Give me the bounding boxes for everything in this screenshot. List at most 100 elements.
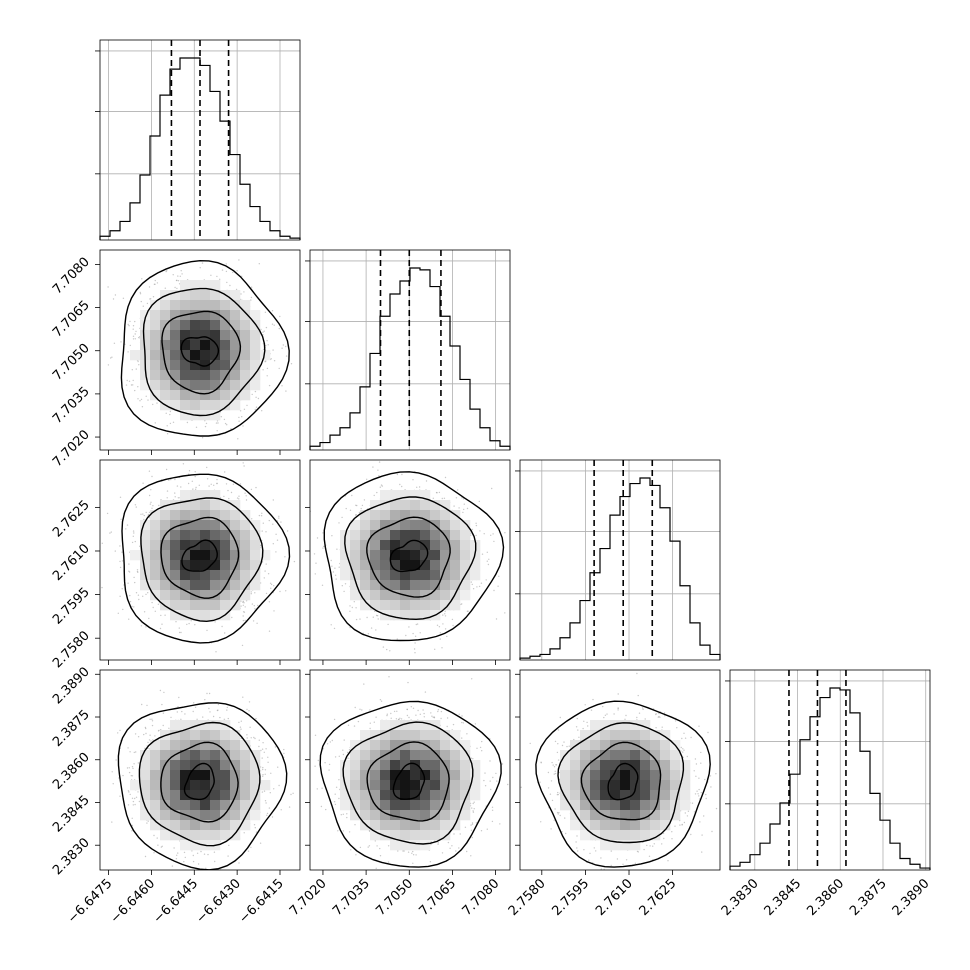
density-cell — [150, 370, 161, 381]
density-cell — [200, 400, 211, 411]
scatter-point — [141, 278, 143, 280]
scatter-point — [156, 402, 158, 404]
scatter-point — [239, 483, 242, 485]
density-cell — [230, 290, 241, 301]
scatter-point — [159, 627, 162, 630]
density-cell — [180, 400, 191, 411]
scatter-point — [251, 393, 253, 396]
scatter-point — [214, 621, 216, 623]
scatter-point — [127, 582, 129, 584]
scatter-point — [114, 550, 116, 552]
scatter-point — [119, 566, 122, 569]
density-grid-2-1 — [130, 280, 271, 421]
density-cell — [150, 360, 161, 371]
density-cell — [160, 370, 171, 381]
scatter-point — [138, 336, 140, 339]
density-cell — [150, 390, 161, 401]
scatter-point — [132, 530, 135, 532]
density-cell — [210, 290, 221, 301]
density-cell — [140, 310, 151, 321]
scatter-point — [243, 602, 245, 604]
density-cell — [230, 380, 241, 391]
density-cell — [250, 340, 261, 351]
scatter-point — [138, 598, 140, 601]
scatter-point — [256, 622, 258, 624]
scatter-point — [210, 274, 212, 276]
scatter-point — [166, 433, 169, 435]
density-cell — [250, 360, 261, 371]
density-cell — [250, 310, 261, 321]
scatter-point — [131, 605, 133, 608]
scatter-point — [216, 275, 218, 278]
scatter-point — [131, 369, 133, 371]
scatter-point — [125, 384, 128, 386]
scatter-point — [194, 471, 196, 473]
scatter-point — [231, 616, 233, 619]
scatter-point — [204, 420, 206, 422]
density-cell — [230, 320, 241, 331]
scatter-point — [129, 594, 131, 597]
histogram-steps-4 — [729, 687, 931, 870]
density-cell — [200, 350, 211, 361]
scatter-point — [157, 603, 160, 605]
scatter-point — [265, 563, 267, 565]
scatter-point — [236, 497, 239, 499]
density-cell — [200, 330, 211, 341]
scatter-point — [221, 269, 224, 271]
scatter-point — [239, 410, 242, 412]
histogram-panel-3 — [515, 459, 721, 661]
scatter-point — [151, 601, 153, 604]
density-cell — [180, 290, 191, 301]
scatter-point — [240, 605, 242, 607]
scatter-point — [275, 533, 277, 535]
scatter-point — [133, 532, 135, 534]
scatter-point — [174, 478, 176, 481]
scatter-point — [221, 625, 223, 628]
scatter-point — [223, 418, 226, 421]
scatter-point — [154, 279, 156, 282]
scatter-point — [158, 504, 160, 507]
scatter-point — [152, 505, 154, 507]
scatter-point — [177, 497, 180, 499]
density-cell — [170, 390, 181, 401]
density-cell — [150, 340, 161, 351]
density-cell — [180, 410, 191, 421]
scatter-point — [147, 592, 149, 594]
scatter-point — [216, 430, 218, 432]
density-panel-3-1 — [95, 459, 301, 665]
density-cell — [230, 340, 241, 351]
density-cell — [210, 400, 221, 411]
scatter-point — [132, 535, 134, 537]
scatter-point — [224, 471, 226, 473]
scatter-point — [194, 475, 196, 478]
scatter-point — [215, 422, 218, 424]
density-cell — [190, 380, 201, 391]
scatter-point — [134, 320, 136, 323]
scatter-point — [198, 484, 200, 486]
scatter-point — [266, 375, 268, 377]
scatter-point — [121, 588, 123, 590]
scatter-point — [264, 361, 266, 363]
density-cell — [200, 300, 211, 311]
density-cell — [150, 350, 161, 361]
density-cell — [240, 330, 251, 341]
density-cell — [200, 320, 211, 331]
scatter-point — [278, 327, 280, 330]
scatter-point — [260, 544, 262, 546]
scatter-point — [122, 608, 124, 611]
scatter-point — [244, 619, 246, 622]
scatter-point — [281, 347, 283, 349]
density-cell — [240, 320, 251, 331]
scatter-point — [191, 480, 193, 482]
scatter-point — [140, 625, 143, 627]
scatter-point — [241, 275, 243, 277]
scatter-point — [264, 570, 266, 572]
scatter-point — [147, 513, 150, 516]
scatter-point — [111, 356, 113, 358]
density-cell — [160, 300, 171, 311]
density-cell — [170, 340, 181, 351]
scatter-point — [255, 396, 257, 398]
scatter-point — [263, 577, 265, 579]
scatter-point — [130, 384, 133, 386]
scatter-point — [245, 600, 248, 602]
